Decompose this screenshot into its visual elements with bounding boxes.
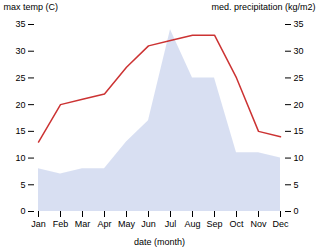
svg-text:Nov: Nov — [250, 219, 267, 229]
svg-text:15: 15 — [294, 126, 304, 136]
svg-text:10: 10 — [294, 153, 304, 163]
svg-text:0: 0 — [20, 206, 25, 216]
svg-text:25: 25 — [294, 73, 304, 83]
svg-text:30: 30 — [15, 46, 25, 56]
svg-text:May: May — [118, 219, 136, 229]
svg-text:20: 20 — [294, 100, 304, 110]
svg-text:0: 0 — [294, 206, 299, 216]
svg-text:Apr: Apr — [97, 219, 111, 229]
svg-text:5: 5 — [294, 180, 299, 190]
svg-text:20: 20 — [15, 100, 25, 110]
svg-text:med. precipitation (kg/m2): med. precipitation (kg/m2) — [211, 2, 315, 12]
svg-text:35: 35 — [15, 19, 25, 29]
svg-text:15: 15 — [15, 126, 25, 136]
svg-text:Jul: Jul — [165, 219, 177, 229]
svg-text:Feb: Feb — [53, 219, 69, 229]
svg-text:Sep: Sep — [206, 219, 222, 229]
svg-text:5: 5 — [20, 180, 25, 190]
svg-text:Dec: Dec — [272, 219, 289, 229]
svg-text:Mar: Mar — [75, 219, 91, 229]
svg-text:max temp (C): max temp (C) — [4, 2, 59, 12]
svg-text:Oct: Oct — [229, 219, 244, 229]
svg-text:10: 10 — [15, 153, 25, 163]
svg-text:Jun: Jun — [141, 219, 156, 229]
svg-text:35: 35 — [294, 19, 304, 29]
svg-text:30: 30 — [294, 46, 304, 56]
svg-text:25: 25 — [15, 73, 25, 83]
svg-text:Aug: Aug — [184, 219, 200, 229]
svg-text:date (month): date (month) — [134, 237, 185, 247]
svg-text:Jan: Jan — [31, 219, 46, 229]
